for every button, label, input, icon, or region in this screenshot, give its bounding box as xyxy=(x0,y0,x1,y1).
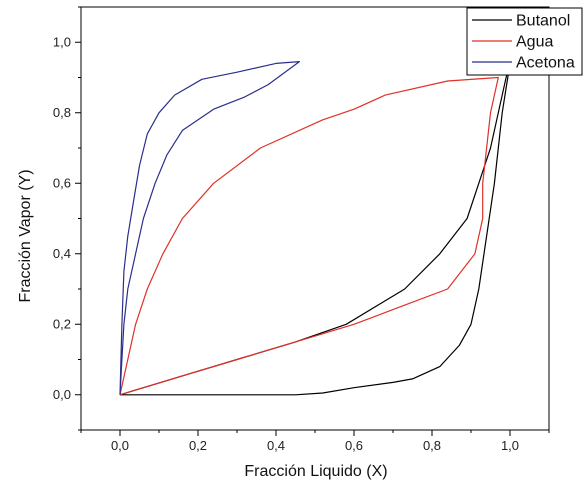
legend: Butanol Agua Acetona xyxy=(466,7,583,76)
y-tick-label: 0,0 xyxy=(53,387,71,402)
legend-label-agua: Agua xyxy=(516,34,553,51)
y-tick-label: 0,8 xyxy=(53,105,71,120)
axes xyxy=(75,6,550,436)
legend-label-butanol: Butanol xyxy=(516,13,570,30)
y-tick-label: 0,6 xyxy=(53,175,71,190)
x-tick-label: 1,0 xyxy=(501,438,519,453)
x-tick-label: 0,4 xyxy=(267,438,285,453)
x-axis-title: Fracción Liquido (X) xyxy=(244,463,387,480)
legend-box xyxy=(466,7,583,76)
x-tick-label: 0,8 xyxy=(423,438,441,453)
x-tick-label: 0,6 xyxy=(345,438,363,453)
y-axis-title: Fracción Vapor (Y) xyxy=(17,169,34,302)
series-layer xyxy=(119,60,511,396)
tick-labels: 0,0 0,2 0,4 0,6 0,8 1,0 0,0 0,2 0,4 0,6 0,8 1,0 xyxy=(53,34,519,453)
series-line-acetona xyxy=(119,60,300,395)
x-tick-label: 0,2 xyxy=(189,438,207,453)
series-line-butanol xyxy=(119,62,511,396)
y-tick-label: 0,4 xyxy=(53,246,71,261)
legend-label-acetona: Acetona xyxy=(516,55,575,72)
series-line-agua xyxy=(119,76,499,396)
x-tick-label: 0,0 xyxy=(111,438,129,453)
y-tick-label: 1,0 xyxy=(53,34,71,49)
y-tick-label: 0,2 xyxy=(53,316,71,331)
